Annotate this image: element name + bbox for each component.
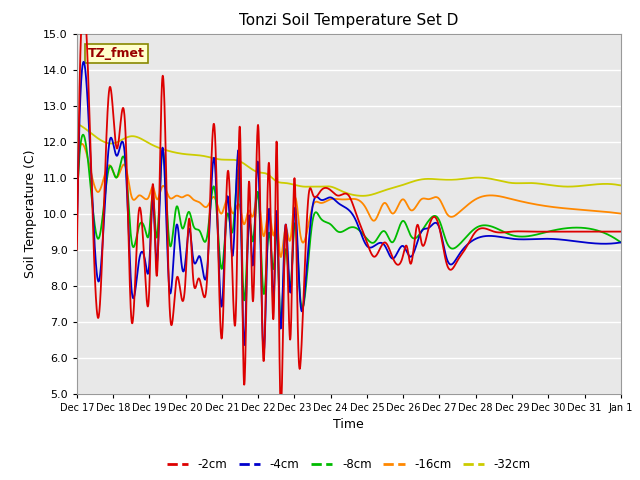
Text: TZ_fmet: TZ_fmet bbox=[88, 47, 145, 60]
Title: Tonzi Soil Temperature Set D: Tonzi Soil Temperature Set D bbox=[239, 13, 458, 28]
X-axis label: Time: Time bbox=[333, 418, 364, 431]
Y-axis label: Soil Temperature (C): Soil Temperature (C) bbox=[24, 149, 38, 278]
Legend: -2cm, -4cm, -8cm, -16cm, -32cm: -2cm, -4cm, -8cm, -16cm, -32cm bbox=[162, 454, 536, 476]
